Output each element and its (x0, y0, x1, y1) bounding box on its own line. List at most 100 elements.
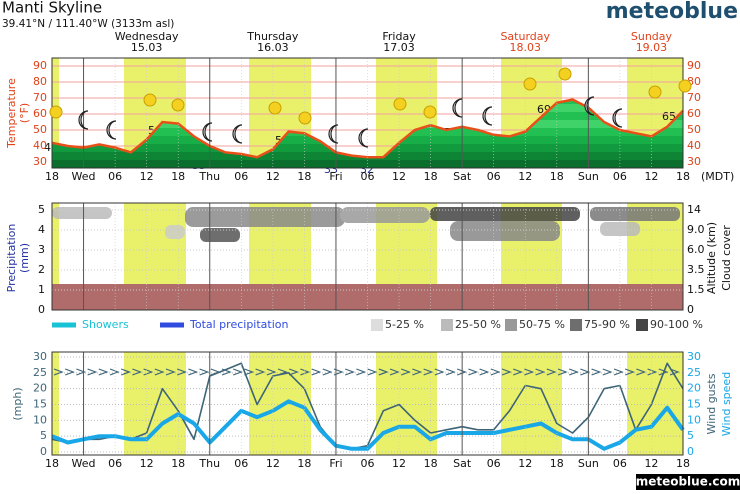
timezone: (MDT) (701, 170, 734, 183)
wind-arrow (210, 368, 221, 376)
x-tick-label: 18 (45, 457, 59, 470)
y-tick-label: 15 (33, 398, 47, 411)
wind-arrow (344, 368, 355, 376)
wind-arrow (255, 368, 266, 376)
x-tick-label: 18 (550, 170, 564, 183)
x-tick-label: 06 (108, 457, 122, 470)
sun-icon (171, 98, 185, 112)
y-unit: (mm) (18, 243, 31, 273)
wind-arrow (412, 368, 423, 376)
wind-arrow (445, 368, 456, 376)
x-tick-label: 12 (392, 457, 406, 470)
daylight (52, 203, 59, 310)
y2-tick-label: 30 (687, 155, 701, 168)
wind-arrow (232, 368, 243, 376)
day-date: 18.03 (510, 41, 542, 54)
x-tick-label: 06 (234, 457, 248, 470)
logo: meteoblue (606, 0, 738, 24)
wind-arrow (132, 368, 143, 376)
x-tick-label: 06 (613, 457, 627, 470)
y2-tick-label: 0 (687, 445, 694, 458)
wind-arrow (568, 368, 579, 376)
wind-arrow (109, 368, 120, 376)
wind-arrow (613, 368, 624, 376)
wind-arrow (400, 368, 411, 376)
y2-tick-label: 15 (687, 398, 701, 411)
wind-arrow (288, 368, 299, 376)
cloud-patch (600, 222, 640, 236)
legend-label: 75-90 % (584, 318, 630, 331)
wind-arrow (591, 368, 602, 376)
x-tick-label: Fri (329, 170, 342, 183)
y-tick-label: 40 (33, 139, 47, 152)
wind-arrow (423, 368, 434, 376)
wind-arrow (154, 368, 165, 376)
wind-arrow (546, 368, 557, 376)
cloud-patch (430, 207, 580, 221)
legend-label: Wind gusts (705, 373, 718, 434)
footer-box (636, 474, 740, 490)
y-tick-label: 20 (33, 382, 47, 395)
sun-icon (678, 79, 692, 93)
panel-frame (51, 202, 684, 311)
legend-label: Wind speed (720, 372, 733, 436)
x-tick-label: 06 (108, 170, 122, 183)
y2-tick-label: 3.5 (687, 263, 705, 276)
sun-icon (523, 77, 537, 91)
legend-label: Total precipitation (189, 318, 289, 331)
y-tick-label: 60 (33, 107, 47, 120)
y2-tick-label: 25 (687, 366, 701, 379)
day-name: Saturday (500, 30, 550, 43)
legend-swatch (441, 319, 453, 331)
y-tick-label: 1 (38, 283, 45, 296)
moon-icon (612, 108, 623, 128)
x-tick-label: 06 (487, 457, 501, 470)
x-tick-label: Thu (198, 457, 220, 470)
day-date: 17.03 (383, 41, 415, 54)
x-tick-label: 12 (266, 170, 280, 183)
panel-frame (51, 351, 684, 456)
wind-arrow (64, 368, 75, 376)
legend-swatch (636, 319, 648, 331)
y2-tick-label: 50 (687, 123, 701, 136)
wind-arrow (221, 368, 232, 376)
sun-icon (558, 67, 572, 81)
wind-arrow (53, 368, 64, 376)
wind-arrow (143, 368, 154, 376)
x-tick-label: 18 (171, 457, 185, 470)
legend-label: Showers (82, 318, 129, 331)
legend-label: 5-25 % (385, 318, 424, 331)
y-tick-label: 90 (33, 59, 47, 72)
x-tick-label: 06 (613, 170, 627, 183)
x-tick-label: 12 (518, 170, 532, 183)
x-tick-label: 12 (392, 170, 406, 183)
y-tick-label: 5 (40, 429, 47, 442)
wind-arrow (244, 368, 255, 376)
cloud-patch (590, 207, 680, 221)
wind-arrow (647, 368, 658, 376)
wind-arrow (624, 368, 635, 376)
y-tick-label: 80 (33, 75, 47, 88)
moon-icon (358, 128, 369, 148)
wind-arrow (322, 368, 333, 376)
y3-label: Cloud cover (720, 225, 733, 291)
x-tick-label: Sun (578, 170, 599, 183)
y-tick-label: 0 (40, 445, 47, 458)
wind-arrow (557, 368, 568, 376)
sun-icon (423, 105, 437, 119)
day-name: Sunday (631, 30, 673, 43)
x-tick-label: 06 (361, 170, 375, 183)
legend-swatch (505, 319, 517, 331)
wind-arrow (501, 368, 512, 376)
moon-icon (452, 98, 463, 118)
wind-arrow (188, 368, 199, 376)
sun-icon (268, 101, 282, 115)
y-tick-label: 0 (38, 303, 45, 316)
moon-icon (328, 124, 339, 144)
y-tick-label: 25 (33, 366, 47, 379)
wind-arrow (580, 368, 591, 376)
x-tick-label: Fri (329, 457, 342, 470)
cloud-patch (52, 207, 112, 219)
x-tick-label: 12 (140, 457, 154, 470)
